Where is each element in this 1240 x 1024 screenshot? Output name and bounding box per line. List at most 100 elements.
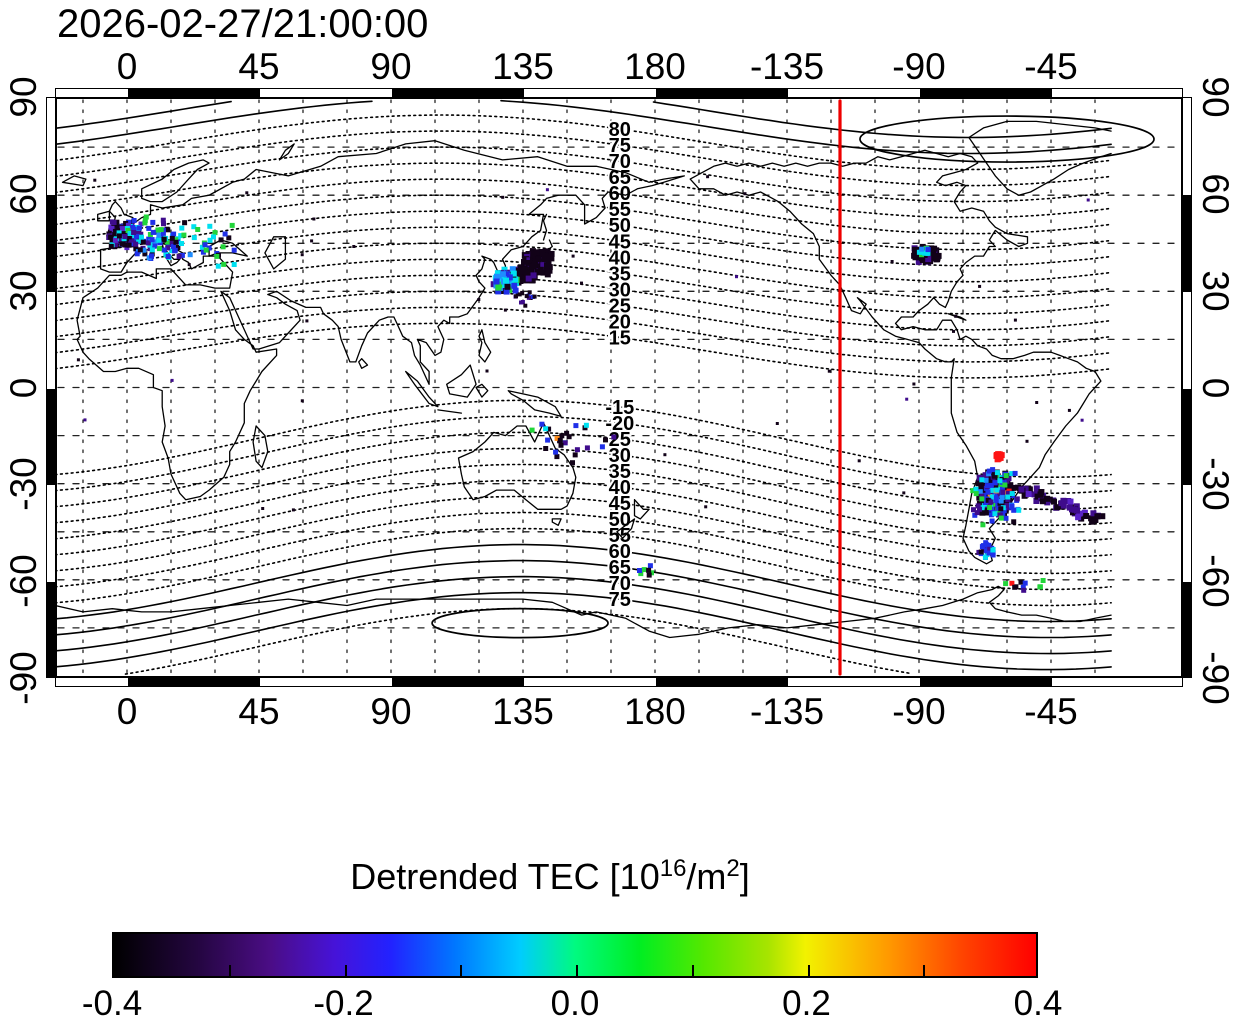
data-point	[543, 426, 549, 432]
data-point	[142, 251, 148, 257]
data-point	[1037, 584, 1043, 590]
frame-stripe-segment	[47, 388, 55, 486]
data-point	[999, 485, 1005, 491]
data-point	[496, 281, 503, 288]
data-point	[535, 256, 542, 263]
data-point	[559, 433, 565, 439]
data-point	[1090, 510, 1097, 517]
data-point	[179, 225, 185, 231]
contour-label: 35	[609, 461, 631, 483]
data-point	[499, 271, 506, 278]
data-point	[161, 221, 166, 227]
data-point	[191, 235, 197, 241]
data-point	[173, 237, 179, 243]
contour-label: 60	[609, 183, 631, 205]
data-point	[980, 522, 986, 528]
data-point	[994, 487, 1000, 493]
data-point	[115, 225, 121, 231]
data-point	[229, 222, 235, 228]
data-point	[508, 279, 515, 286]
data-point	[1003, 473, 1009, 479]
colorbar-tick	[576, 965, 578, 976]
data-point	[179, 241, 184, 246]
data-point	[136, 225, 142, 231]
data-point	[988, 499, 994, 505]
data-point	[139, 234, 144, 240]
data-point	[131, 226, 137, 232]
data-point	[134, 251, 140, 257]
data-point	[985, 489, 991, 495]
contour-label: 25	[609, 429, 631, 451]
data-point	[129, 236, 135, 241]
data-point	[603, 437, 608, 443]
lon-tick-label-bottom: -90	[892, 691, 946, 732]
data-point	[915, 258, 922, 265]
data-point	[150, 219, 156, 225]
frame-stripe-bottom	[55, 677, 1183, 687]
contour-label: 50	[609, 215, 631, 237]
data-point	[493, 278, 500, 285]
lat-tick-label-right: -30	[1195, 457, 1236, 512]
data-point	[638, 571, 644, 577]
data-point	[529, 427, 535, 433]
data-point	[971, 507, 976, 513]
data-point	[523, 256, 530, 263]
data-point	[663, 453, 667, 457]
data-point	[925, 250, 931, 256]
lon-tick-label-bottom: 90	[370, 691, 412, 732]
data-point	[544, 262, 550, 269]
data-point	[126, 242, 132, 248]
data-point	[156, 237, 162, 243]
lon-tick-label-bottom: 180	[624, 691, 686, 732]
data-point	[1000, 489, 1006, 495]
lat-tick-label-right: -90	[1195, 651, 1236, 705]
data-point	[1006, 483, 1013, 490]
data-point	[991, 473, 997, 479]
south-polar-contour	[431, 607, 609, 639]
lon-tick-label-bottom: 45	[238, 691, 280, 732]
data-point	[977, 489, 983, 495]
data-point	[637, 568, 642, 573]
frame-stripe-segment	[656, 678, 788, 686]
data-point	[207, 223, 213, 229]
data-point	[1044, 495, 1051, 502]
frame-stripe-segment	[260, 89, 392, 97]
frame-stripe-segment	[1052, 89, 1182, 97]
data-point	[1025, 491, 1032, 497]
data-point	[300, 253, 304, 257]
data-point	[149, 253, 154, 259]
lon-tick-label-top: 135	[492, 46, 554, 87]
lon-tick-label-top: 90	[370, 46, 412, 87]
data-point	[503, 288, 510, 295]
data-point	[553, 449, 559, 455]
contour-label: 45	[609, 493, 631, 515]
data-point	[775, 422, 779, 425]
data-point	[1009, 471, 1015, 477]
map-canvas: 8075706560555045403530252015-15-20253035…	[54, 99, 1181, 676]
frame-stripe-segment	[920, 89, 1052, 97]
data-point	[226, 235, 232, 241]
data-point	[647, 563, 653, 569]
data-point	[1010, 484, 1017, 491]
data-point	[161, 236, 167, 242]
data-point	[1075, 514, 1082, 521]
data-point	[521, 266, 528, 273]
data-point	[919, 246, 925, 252]
lon-tick-label-bottom: -45	[1024, 691, 1078, 732]
data-point	[112, 232, 118, 237]
colorbar-exponent: 16	[659, 855, 687, 882]
data-point	[1088, 515, 1095, 522]
colorbar-tick-label: 0.2	[782, 984, 831, 1023]
data-point	[972, 512, 978, 518]
colorbar-tick-label: 0.0	[550, 984, 600, 1023]
frame-stripe-segment	[1183, 388, 1191, 486]
data-point	[165, 245, 171, 251]
data-point	[518, 271, 525, 277]
data-point	[149, 247, 155, 253]
data-point	[1009, 503, 1015, 509]
contour-label: 55	[609, 199, 631, 221]
data-point	[987, 486, 993, 492]
data-point	[1067, 498, 1074, 505]
contour-label: -20	[605, 413, 634, 435]
data-point	[116, 230, 122, 236]
